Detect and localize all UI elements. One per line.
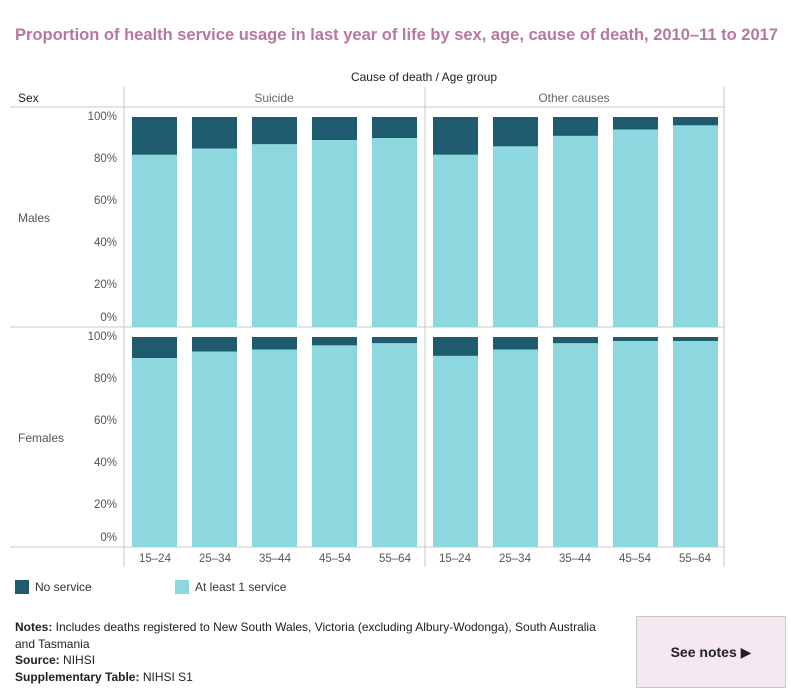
y-tick-label: 80%	[93, 153, 117, 165]
bar-at-least-1-service-females-other-causes-3	[613, 341, 658, 547]
row-label-females: Females	[18, 431, 65, 445]
x-tick-label: 55–64	[679, 553, 711, 565]
notes-block: Notes: Includes deaths registered to New…	[15, 619, 615, 685]
bar-no-service-females-suicide-0	[132, 337, 177, 358]
x-tick-label: 35–44	[259, 553, 291, 565]
x-tick-label: 15–24	[439, 553, 471, 565]
legend-label-at-least-1-service: At least 1 service	[195, 580, 287, 594]
bar-no-service-males-other-causes-4	[673, 117, 718, 126]
bar-no-service-males-suicide-0	[132, 117, 177, 155]
bar-no-service-females-other-causes-4	[673, 337, 718, 342]
bar-at-least-1-service-males-suicide-2	[252, 144, 297, 327]
panel-label-suicide: Suicide	[254, 91, 294, 105]
bar-at-least-1-service-males-other-causes-4	[673, 125, 718, 328]
supplementary-text: NIHSI S1	[139, 669, 193, 684]
bar-no-service-females-other-causes-0	[433, 337, 478, 356]
x-tick-label: 45–54	[319, 553, 351, 565]
panel-label-other-causes: Other causes	[538, 91, 610, 105]
bar-no-service-females-suicide-1	[192, 337, 237, 352]
sex-header: Sex	[18, 91, 39, 105]
x-tick-label: 25–34	[199, 553, 231, 565]
column-header-caption: Cause of death / Age group	[350, 70, 498, 84]
bar-no-service-females-other-causes-2	[553, 337, 598, 344]
y-tick-label: 40%	[93, 237, 117, 249]
see-notes-button[interactable]: See notes ▶	[636, 616, 786, 688]
bar-at-least-1-service-females-suicide-2	[252, 349, 297, 547]
bar-no-service-females-suicide-2	[252, 337, 297, 350]
bar-no-service-males-other-causes-0	[433, 117, 478, 155]
bar-at-least-1-service-females-suicide-0	[132, 358, 177, 547]
y-tick-label: 40%	[93, 457, 117, 469]
bar-at-least-1-service-females-other-causes-1	[493, 349, 538, 547]
bar-no-service-males-other-causes-2	[553, 117, 598, 136]
bar-at-least-1-service-males-other-causes-3	[613, 129, 658, 327]
bar-no-service-males-suicide-2	[252, 117, 297, 145]
y-tick-label: 100%	[87, 111, 117, 123]
notes-text: Includes deaths registered to New South …	[15, 620, 596, 651]
y-tick-label: 100%	[87, 331, 117, 343]
legend-item-at-least-1-service: At least 1 service	[175, 580, 286, 594]
x-tick-label: 35–44	[559, 553, 591, 565]
y-tick-label: 0%	[100, 532, 117, 544]
bar-at-least-1-service-males-other-causes-1	[493, 146, 538, 327]
bar-at-least-1-service-females-suicide-3	[312, 345, 357, 547]
y-tick-label: 20%	[93, 279, 117, 291]
bar-no-service-males-suicide-1	[192, 117, 237, 149]
bar-at-least-1-service-males-suicide-1	[192, 148, 237, 327]
y-tick-label: 60%	[93, 415, 117, 427]
bar-at-least-1-service-females-suicide-1	[192, 351, 237, 547]
bar-at-least-1-service-males-suicide-3	[312, 140, 357, 327]
legend-item-no-service: No service	[15, 580, 92, 594]
source-label: Source:	[15, 653, 60, 667]
notes-label: Notes:	[15, 620, 53, 634]
supplementary-line: Supplementary Table: NIHSI S1	[15, 669, 615, 686]
x-tick-label: 25–34	[499, 553, 531, 565]
bar-no-service-females-suicide-4	[372, 337, 417, 344]
bar-at-least-1-service-males-other-causes-2	[553, 135, 598, 327]
legend-label-no-service: No service	[35, 580, 92, 594]
y-tick-label: 60%	[93, 195, 117, 207]
bar-at-least-1-service-females-suicide-4	[372, 343, 417, 547]
legend-swatch-at-least-1-service	[175, 580, 189, 594]
x-tick-label: 55–64	[379, 553, 411, 565]
x-tick-label: 45–54	[619, 553, 651, 565]
bar-at-least-1-service-females-other-causes-4	[673, 341, 718, 547]
notes-line: Notes: Includes deaths registered to New…	[15, 619, 615, 652]
y-tick-label: 20%	[93, 499, 117, 511]
x-tick-label: 15–24	[139, 553, 171, 565]
legend-swatch-no-service	[15, 580, 29, 594]
bar-at-least-1-service-males-suicide-4	[372, 138, 417, 327]
source-text: NIHSI	[59, 653, 96, 667]
bar-no-service-females-suicide-3	[312, 337, 357, 346]
row-label-males: Males	[18, 211, 51, 225]
bar-no-service-males-other-causes-1	[493, 117, 538, 147]
chart-title: Proportion of health service usage in la…	[15, 26, 778, 44]
bar-no-service-males-suicide-4	[372, 117, 417, 138]
y-tick-label: 0%	[100, 312, 117, 324]
supplementary-label: Supplementary Table:	[15, 669, 140, 684]
y-tick-label: 80%	[93, 373, 117, 385]
bar-no-service-males-other-causes-3	[613, 117, 658, 130]
bar-at-least-1-service-females-other-causes-2	[553, 343, 598, 547]
source-line: Source: NIHSI	[15, 652, 615, 669]
bar-no-service-males-suicide-3	[312, 117, 357, 141]
bar-no-service-females-other-causes-1	[493, 337, 538, 350]
bar-at-least-1-service-females-other-causes-0	[433, 355, 478, 547]
bar-at-least-1-service-males-suicide-0	[132, 154, 177, 327]
bar-no-service-females-other-causes-3	[613, 337, 658, 342]
bar-at-least-1-service-males-other-causes-0	[433, 154, 478, 327]
